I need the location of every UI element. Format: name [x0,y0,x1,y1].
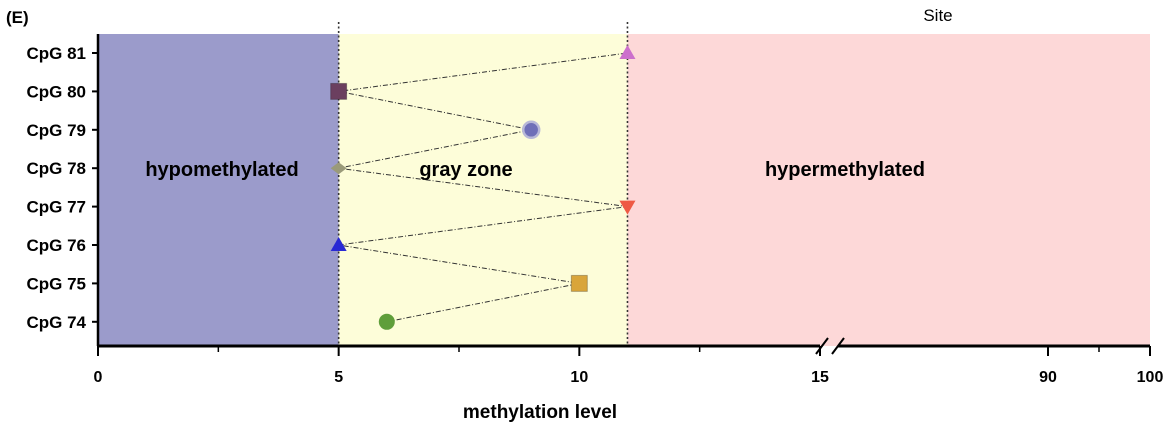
y-tick-label-cpg-75: CpG 75 [26,274,86,293]
y-tick-label-cpg-76: CpG 76 [26,236,86,255]
connector-line [338,52,628,323]
y-tick-label-cpg-78: CpG 78 [26,159,86,178]
panel-label: (E) [6,8,29,27]
point-cpg-80 [330,82,348,100]
y-tick-label-cpg-81: CpG 81 [26,44,86,63]
x-tick-label-15: 15 [811,369,829,386]
zone-hypermethylated [627,34,1150,346]
x-tick-label-10: 10 [570,369,588,386]
y-tick-label-cpg-74: CpG 74 [26,313,86,332]
axis-break-mark-2 [831,337,845,355]
x-tick-label-0: 0 [94,369,103,386]
y-tick-label-cpg-80: CpG 80 [26,82,86,101]
y-tick-label-cpg-79: CpG 79 [26,121,86,140]
point-cpg-76 [330,237,347,251]
point-cpg-77 [619,200,636,215]
legend-title: Site [923,6,952,25]
x-axis-label: methylation level [463,402,617,423]
text-layer: (E) Site methylation level hypomethylate… [6,6,953,423]
zone-hypomethylated [98,34,339,346]
x-tick-label-90: 90 [1039,369,1057,386]
zone-label-hypomethylated: hypomethylated [145,159,298,181]
zone-label-hypermethylated: hypermethylated [765,159,925,181]
point-cpg-74 [378,313,395,330]
zone-label-gray-zone: gray zone [419,159,512,181]
point-cpg-81 [619,45,636,59]
axis-layer: CpG 74 CpG 75 CpG 76 CpG 77 CpG 78 CpG 79 CpG … [26,34,1163,386]
zone-gray-zone [338,34,628,346]
point-cpg-75 [570,274,588,292]
points-layer [330,45,636,330]
connector-layer [338,52,628,323]
x-tick-label-100: 100 [1137,369,1164,386]
point-cpg-78 [330,162,347,175]
y-tick-label-cpg-77: CpG 77 [26,198,86,217]
threshold-layer [337,22,629,346]
zones-layer [98,34,1150,346]
axis-break-mark-1 [815,337,829,355]
point-cpg-79 [521,120,541,140]
x-tick-label-5: 5 [334,369,343,386]
